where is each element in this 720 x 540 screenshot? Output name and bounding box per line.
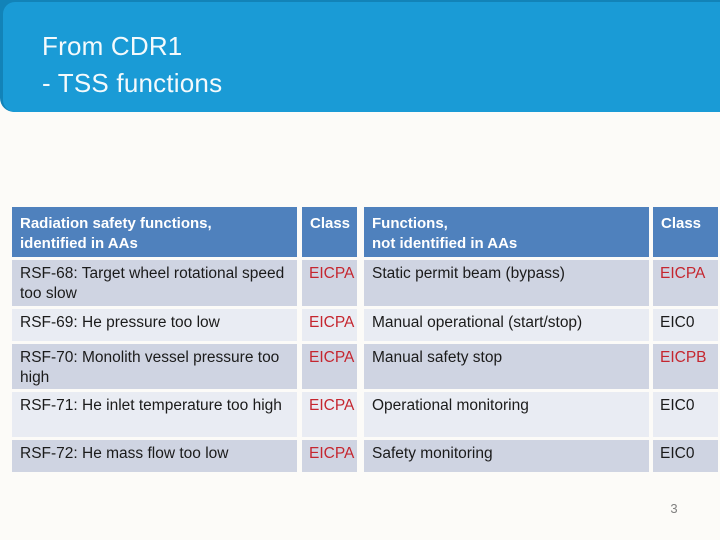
not-identified-class-cell: EIC0 <box>653 309 718 341</box>
identified-class-cell: EICPA <box>302 260 357 306</box>
not-identified-class-cell: EICPB <box>653 344 718 389</box>
title-banner-surface <box>3 2 720 112</box>
slide-title-line1: From CDR1 <box>42 31 183 61</box>
identified-function-cell: RSF-69: He pressure too low <box>12 309 297 341</box>
identified-class-cell: EICPA <box>302 440 357 472</box>
identified-class-cell: EICPA <box>302 344 357 389</box>
identified-function-cell: RSF-72: He mass flow too low <box>12 440 297 472</box>
identified-function-cell: RSF-71: He inlet temperature too high <box>12 392 297 437</box>
not-identified-function-cell: Safety monitoring <box>364 440 649 472</box>
not-identified-function-cell: Manual operational (start/stop) <box>364 309 649 341</box>
not-identified-class-cell: EIC0 <box>653 440 718 472</box>
not-identified-class-cell: EIC0 <box>653 392 718 437</box>
not-identified-function-cell: Static permit beam (bypass) <box>364 260 649 306</box>
slide-title-line2: - TSS functions <box>42 68 223 98</box>
identified-class-cell: EICPA <box>302 309 357 341</box>
col-header-not-identified-functions: Functions, not identified in AAs <box>364 207 649 257</box>
page-number: 3 <box>670 501 678 516</box>
identified-function-cell: RSF-70: Monolith vessel pressure too hig… <box>12 344 297 389</box>
col-header-identified-class: Class <box>302 207 357 257</box>
title-banner: From CDR1 - TSS functions <box>0 0 720 112</box>
not-identified-function-cell: Operational monitoring <box>364 392 649 437</box>
functions-table: Radiation safety functions, identified i… <box>12 207 718 472</box>
not-identified-function-cell: Manual safety stop <box>364 344 649 389</box>
not-identified-class-cell: EICPA <box>653 260 718 306</box>
slide-title: From CDR1 - TSS functions <box>42 28 222 102</box>
identified-class-cell: EICPA <box>302 392 357 437</box>
col-header-not-identified-class: Class <box>653 207 718 257</box>
col-header-identified-functions: Radiation safety functions, identified i… <box>12 207 297 257</box>
identified-function-cell: RSF-68: Target wheel rotational speed to… <box>12 260 297 306</box>
